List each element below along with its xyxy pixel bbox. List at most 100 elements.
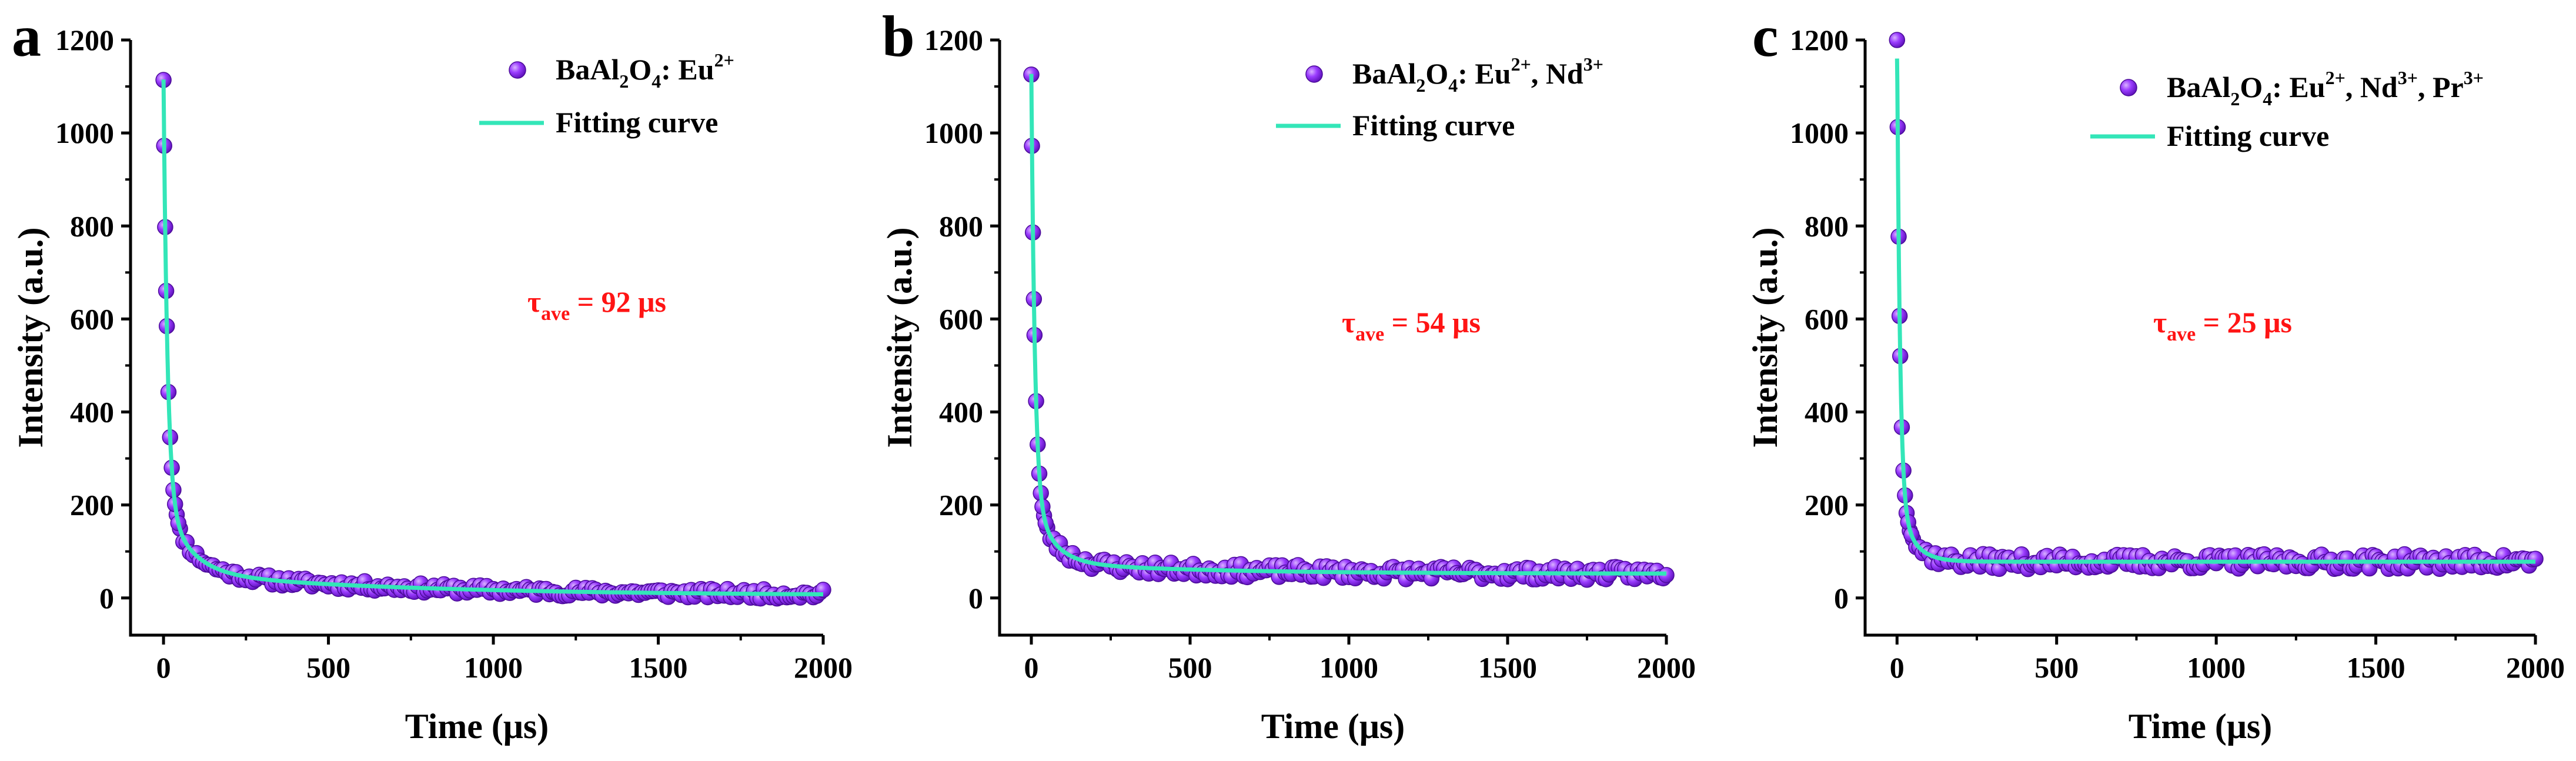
x-tick-label: 1000	[2187, 651, 2246, 684]
y-axis-label: Intensity (a.u.)	[1746, 227, 1785, 448]
chart-panel-c: c 0 200 400 600 800 1000 1200 0 500 1000 1500 2000 Ti…	[1746, 4, 2565, 746]
tau-subscript: ave	[541, 303, 570, 325]
y-axis-label: Intensity (a.u.)	[11, 227, 50, 448]
tau-value: = 54 μs	[1384, 306, 1481, 339]
axis-frame	[129, 40, 823, 637]
x-tick-label: 500	[2034, 651, 2079, 684]
label-superscript: 3+	[1583, 54, 1603, 75]
x-tick-label: 1500	[1478, 651, 1537, 684]
y-tick-label: 1000	[924, 116, 983, 149]
x-tick-label: 1000	[464, 651, 523, 684]
tau-annotation: τave = 25 μs	[2153, 306, 2292, 345]
y-tick-label: 400	[70, 396, 114, 429]
label-part: O	[1425, 57, 1448, 90]
fit-curve-line	[1029, 74, 1666, 576]
fit-curve-line	[161, 79, 823, 596]
legend: BaAl2O4: Eu2+, Nd3+, Pr3+Fitting curve	[2090, 67, 2484, 152]
label-superscript: 3+	[2398, 67, 2418, 88]
tau-subscript: ave	[2167, 323, 2196, 345]
legend-fit-label: Fitting curve	[1352, 109, 1515, 142]
data-point	[1889, 32, 1906, 48]
fit-curve-line	[1895, 58, 2535, 564]
legend: BaAl2O4: Eu2+ Fitting curve	[479, 49, 734, 139]
label-superscript: 2+	[714, 49, 734, 71]
x-tick-label: 1500	[2347, 651, 2405, 684]
axis-frame	[1863, 40, 2535, 637]
y-tick-label: 1200	[55, 24, 114, 56]
legend: BaAl2O4: Eu2+, Nd3+ Fitting curve	[1276, 54, 1603, 142]
sphere-marker-icon	[2120, 79, 2137, 96]
label-subscript: 4	[1448, 75, 1458, 96]
label-base: BaAl	[2167, 71, 2230, 104]
label-part: O	[2240, 71, 2263, 104]
x-axis-label: Time (μs)	[405, 707, 549, 746]
tau-subscript: ave	[1355, 323, 1384, 345]
x-tick-label: 0	[1024, 651, 1039, 684]
y-tick-label: 600	[1805, 302, 1849, 335]
sphere-marker-icon	[509, 61, 526, 79]
panel-letter: b	[882, 4, 915, 69]
y-tick-label: 800	[1805, 209, 1849, 242]
tau-symbol: τ	[527, 285, 541, 318]
label-part: O	[629, 53, 651, 86]
tau-symbol: τ	[1342, 306, 1355, 339]
tau-symbol: τ	[2153, 306, 2167, 339]
x-tick-label: 500	[306, 651, 350, 684]
sphere-marker-icon	[1305, 65, 1323, 83]
x-tick-label: 1000	[1319, 651, 1378, 684]
x-tick-label: 2000	[794, 651, 853, 684]
x-axis-label: Time (μs)	[1261, 707, 1405, 746]
label-part: , Nd	[1531, 57, 1583, 90]
x-axis-label: Time (μs)	[2129, 707, 2273, 746]
tau-value: = 92 μs	[570, 285, 666, 318]
label-superscript: 2+	[1511, 54, 1531, 75]
label-superscript: 2+	[2326, 67, 2346, 88]
x-tick-label: 0	[1890, 651, 1905, 684]
tau-value: = 25 μs	[2196, 306, 2292, 339]
data-points	[1889, 32, 2544, 578]
label-part: , Pr	[2418, 71, 2464, 104]
x-tick-label: 500	[1168, 651, 1212, 684]
x-tick-label: 1500	[629, 651, 688, 684]
y-tick-label: 1200	[924, 24, 983, 56]
y-tick-label: 200	[939, 489, 983, 522]
label-subscript: 2	[2230, 88, 2240, 109]
y-tick-label: 800	[70, 209, 114, 242]
label-subscript: 4	[651, 71, 661, 92]
y-tick-label: 0	[1834, 582, 1849, 615]
y-tick-label: 600	[939, 302, 983, 335]
legend-series-label: BaAl2O4: Eu2+, Nd3+	[1352, 54, 1603, 96]
label-base: BaAl	[556, 53, 619, 86]
x-tick-label: 2000	[2506, 651, 2565, 684]
label-subscript: 2	[619, 71, 629, 92]
label-subscript: 4	[2263, 88, 2272, 109]
y-tick-label: 1000	[1790, 116, 1849, 149]
y-tick-label: 800	[939, 209, 983, 242]
label-part: : Eu	[661, 53, 714, 86]
axis-frame	[998, 40, 1666, 637]
y-tick-label: 1200	[1790, 24, 1849, 56]
tau-annotation: τave = 92 μs	[527, 285, 666, 325]
x-tick-label: 0	[156, 651, 171, 684]
y-tick-label: 200	[70, 489, 114, 522]
y-tick-label: 200	[1805, 489, 1849, 522]
chart-panel-a: a 0 200 400 600 800 1000 1200 0 500 1000 1500 2000 Ti…	[11, 4, 853, 746]
legend-series-label: BaAl2O4: Eu2+	[556, 49, 734, 92]
label-part: : Eu	[1458, 57, 1511, 90]
y-tick-label: 400	[1805, 396, 1849, 429]
legend-fit-label: Fitting curve	[556, 106, 718, 139]
label-superscript: 3+	[2464, 67, 2484, 88]
panel-letter: a	[12, 4, 41, 69]
data-point	[2527, 550, 2544, 568]
chart-panel-b: b 0 200 400 600 800 1000 1200 0 500 1000 1500 2000 Ti…	[880, 4, 1696, 746]
x-tick-label: 2000	[1637, 651, 1696, 684]
label-part: , Nd	[2346, 71, 2398, 104]
y-tick-label: 0	[99, 582, 114, 615]
y-tick-label: 0	[968, 582, 983, 615]
panel-letter: c	[1752, 4, 1778, 69]
y-tick-label: 600	[70, 302, 114, 335]
legend-series-label: BaAl2O4: Eu2+, Nd3+, Pr3+	[2167, 67, 2484, 109]
tau-annotation: τave = 54 μs	[1342, 306, 1481, 345]
label-subscript: 2	[1416, 75, 1425, 96]
